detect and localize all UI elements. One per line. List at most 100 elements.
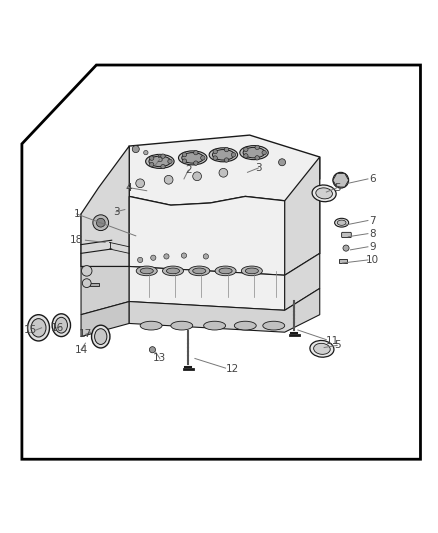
Text: 14: 14 [74,345,88,355]
Ellipse shape [171,321,193,330]
Ellipse shape [314,343,330,354]
Text: 10: 10 [366,255,379,265]
Polygon shape [81,197,129,266]
Ellipse shape [212,150,234,160]
Circle shape [193,172,201,181]
Circle shape [255,145,259,150]
Ellipse shape [28,314,49,341]
Ellipse shape [312,185,336,201]
Polygon shape [285,157,320,275]
Circle shape [255,156,259,160]
Ellipse shape [234,321,256,330]
Ellipse shape [52,314,71,336]
Circle shape [262,150,266,155]
Ellipse shape [241,266,262,276]
Circle shape [144,150,148,155]
Polygon shape [333,173,349,187]
Ellipse shape [140,268,153,274]
Ellipse shape [243,147,265,158]
Circle shape [194,150,198,155]
Circle shape [279,159,286,166]
Ellipse shape [166,268,180,274]
Polygon shape [129,197,320,275]
Circle shape [203,254,208,259]
Text: 3: 3 [113,207,120,217]
Ellipse shape [193,268,206,274]
Polygon shape [22,65,420,459]
Ellipse shape [209,148,237,162]
Ellipse shape [136,266,157,276]
Circle shape [138,257,143,263]
Circle shape [82,279,91,287]
Ellipse shape [316,188,332,199]
Ellipse shape [31,319,46,337]
Ellipse shape [162,266,184,276]
Circle shape [164,254,169,259]
Text: 11: 11 [326,336,339,346]
Circle shape [81,265,92,276]
Text: 9: 9 [369,242,376,252]
Circle shape [194,161,198,165]
Ellipse shape [337,220,346,225]
Polygon shape [81,146,129,266]
Circle shape [343,245,349,251]
Text: 18: 18 [70,235,83,245]
Text: 8: 8 [369,229,376,239]
Ellipse shape [310,341,334,357]
Ellipse shape [215,266,236,276]
Text: 5: 5 [334,341,341,350]
Circle shape [213,156,217,160]
Circle shape [182,159,187,163]
Ellipse shape [55,317,67,333]
Circle shape [231,152,236,157]
Polygon shape [129,266,285,310]
Text: 1: 1 [73,209,80,219]
Text: 15: 15 [24,325,37,335]
Polygon shape [81,302,129,336]
Circle shape [93,215,109,231]
Ellipse shape [95,329,107,344]
Text: 6: 6 [369,174,376,184]
Ellipse shape [204,321,226,330]
Polygon shape [129,288,320,332]
Text: 2: 2 [185,165,192,175]
Circle shape [132,146,139,152]
Ellipse shape [178,151,207,165]
Circle shape [161,164,165,169]
Circle shape [149,346,155,353]
Text: 4: 4 [126,183,133,192]
Text: 17: 17 [79,329,92,340]
Ellipse shape [263,321,285,330]
Text: 16: 16 [50,323,64,333]
Ellipse shape [189,266,210,276]
Ellipse shape [145,155,174,168]
Circle shape [244,147,248,151]
Circle shape [224,148,229,152]
Circle shape [213,149,217,154]
Ellipse shape [182,152,204,163]
Ellipse shape [92,325,110,348]
Text: 7: 7 [369,215,376,225]
Ellipse shape [219,268,232,274]
Text: 12: 12 [226,365,239,374]
Ellipse shape [149,156,171,167]
Circle shape [333,172,349,188]
Ellipse shape [245,268,258,274]
Bar [90,282,99,286]
Ellipse shape [140,321,162,330]
Circle shape [181,253,187,258]
Polygon shape [81,266,129,314]
Text: 5: 5 [156,154,163,164]
Circle shape [149,163,154,167]
Circle shape [168,159,172,164]
Ellipse shape [240,146,268,159]
Polygon shape [129,135,320,205]
Text: 3: 3 [255,163,262,173]
Circle shape [182,152,187,157]
Text: 13: 13 [153,353,166,364]
Circle shape [201,156,205,160]
Circle shape [164,175,173,184]
Polygon shape [285,253,320,310]
Text: 5: 5 [334,183,341,192]
Ellipse shape [335,219,349,227]
